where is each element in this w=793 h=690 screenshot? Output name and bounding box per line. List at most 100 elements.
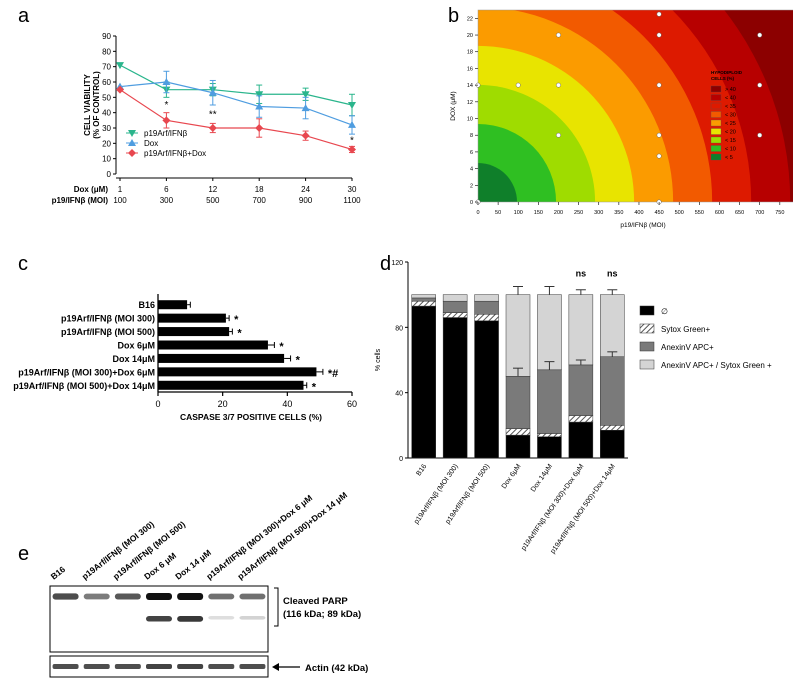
x-tick-label-dox: 1 [118,185,123,194]
stack-segment [474,314,499,322]
stack-segment [505,434,531,459]
legend-swatch [639,305,655,316]
legend-label: p19Arf/IFNβ+Dox [144,149,206,158]
legend-marker [128,139,136,146]
panel-a-line-chart: 0 10 20 30 40 50 60 70 80 90 CELL VIABILITY (% OF C… [52,32,362,205]
stack-segment [411,294,436,299]
stack-segment [568,415,594,423]
legend-label: ∅ [661,307,668,316]
category-label: p19Arf/IFNβ (MOI 300)+Dox 6μM [18,367,155,377]
stack-segment [411,305,436,459]
significance-mark: * [237,328,242,340]
data-point [255,91,264,99]
stack-segment [537,294,562,371]
band-116kda [208,593,235,600]
bar [158,327,230,337]
bar [158,300,188,310]
legend-label: p19Arf/IFNβ [144,129,188,138]
x-row1-title: Dox (μM) [74,185,109,194]
x-tick-label: 450 [655,210,664,216]
significance-mark: * [164,100,168,111]
y-tick-label: 20 [102,139,111,148]
x-tick-label: 550 [695,210,704,216]
legend-label: < 40 [725,96,736,102]
y-tick-label: 22 [467,16,473,22]
x-tick-label: 350 [614,210,623,216]
significance-mark: *# [328,368,338,380]
data-point [162,116,171,125]
y-tick-label: 60 [102,78,111,87]
x-tick-label: 100 [514,210,523,216]
y-tick-label: 16 [467,66,473,72]
legend-label: < 15 [725,138,736,144]
x-tick-label: 150 [534,210,543,216]
significance-mark: * [234,314,239,326]
legend-swatch [710,145,722,152]
data-point [255,102,264,110]
stack-segment [411,300,436,307]
y-tick-label: 20 [467,33,473,39]
band-actin [239,664,266,669]
lane-label: B16 [49,564,68,582]
y-tick-label: 14 [467,83,473,89]
y-tick-label: 12 [467,100,473,106]
x-tick-label: 750 [775,210,784,216]
data-point [301,104,310,112]
panel-c-bar-chart: 0 20 40 60 CASPASE 3/7 POSITIVE CELLS (%) B16… [13,294,357,422]
stack-segment [537,436,562,459]
legend-swatch [710,111,722,118]
category-label: Dox 14μM [112,354,155,364]
stack-segment [537,433,562,438]
data-point [348,102,356,109]
band-116kda [146,593,172,600]
sample-point [656,153,662,159]
x-tick-label: 700 [755,210,764,216]
data-point [348,145,356,154]
category-label: B16 [138,300,155,310]
x-axis-title: p19/IFNβ (MOI) [620,222,665,229]
significance-mark: ** [209,109,217,120]
stack-segment [442,300,468,313]
significance-mark: * [296,354,301,366]
legend-swatch [710,119,722,127]
band-89kda [177,616,204,622]
stack-segment [537,369,562,434]
y-axis-title: DOX (μM) [450,91,457,120]
actin-label: Actin (42 kDa) [305,663,368,674]
x-tick-label: 250 [574,210,583,216]
legend-label: AnexinV APC+ [661,343,714,352]
sample-point [556,132,561,138]
legend-swatch [710,128,722,135]
data-point [116,85,124,94]
plot-frame [477,9,793,203]
band-116kda [177,593,204,600]
y-tick-label: 40 [102,109,111,118]
panel-b-heatmap: 0 50 100 150 200 250 300 350 400 450 500 550 600 650 7… [450,9,793,229]
significance-mark: * [350,135,354,146]
legend-swatch [710,94,722,101]
stack-segment [505,376,531,429]
y-tick-label: 0 [107,170,112,179]
parp-label-line1: Cleaved PARP [283,596,348,607]
data-point [162,78,171,85]
stack-segment [568,364,594,416]
panel-label-e: e [18,543,29,565]
y-tick-label: 0 [470,200,473,206]
sample-point [515,82,521,88]
legend-label: AnexinV APC+ / Sytox Green + [661,361,772,370]
series-line [119,81,353,126]
panel-label-b: b [448,5,459,27]
data-point [301,91,310,99]
band-116kda [239,593,266,600]
x-tick-label: 20 [218,399,228,409]
stack-segment [442,312,468,318]
x-tick-label: 0 [155,399,160,409]
stack-segment [600,425,625,431]
panel-label-d: d [380,253,391,275]
x-tick-label-dox: 6 [164,185,169,194]
stack-segment [600,294,625,357]
panel-label-a: a [18,5,30,27]
x-tick-label: 40 [282,399,292,409]
stack-segment [505,294,531,377]
legend-label: < 10 [725,147,736,153]
